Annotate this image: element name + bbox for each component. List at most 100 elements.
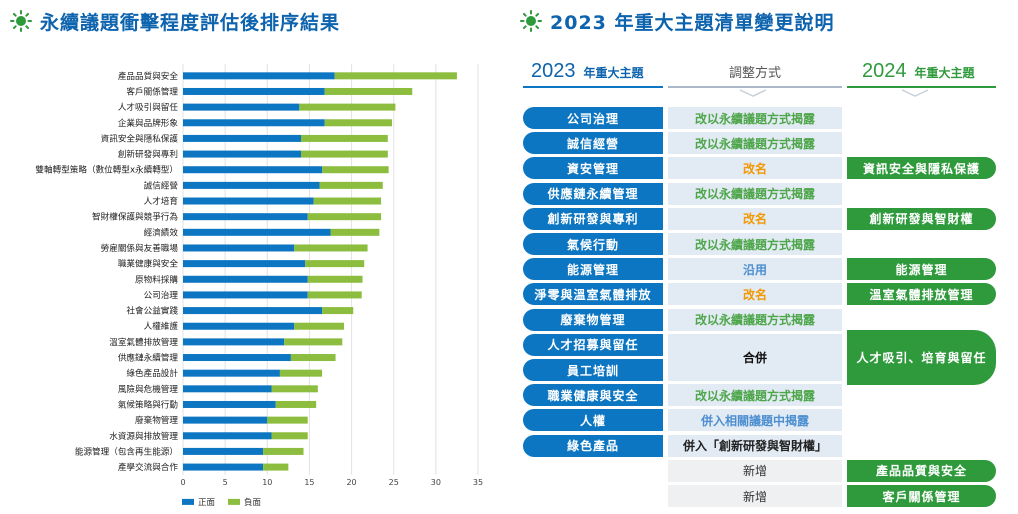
bar-negative: [290, 354, 336, 362]
bar-negative: [267, 416, 308, 424]
bar-positive: [183, 119, 325, 127]
category-label: 社會公益實踐: [126, 305, 178, 317]
x-tick-label: 0: [180, 478, 185, 487]
bar-negative: [271, 385, 318, 393]
topic-2023: 能源管理: [523, 258, 663, 281]
topic-2023: 創新研發與專利: [523, 207, 663, 230]
category-label: 創新研發與專利: [118, 148, 178, 160]
category-label: 廢棄物管理: [135, 414, 178, 426]
stacked-bar-chart: 0 5 10 15 20 25 30 35 產品品質與安全客戶關係管理人才吸引與留任企業與品牌形…: [35, 64, 483, 508]
category-label: 綠色產品設計: [126, 367, 178, 379]
bar-positive: [183, 354, 291, 362]
x-tick-label: 5: [223, 478, 228, 487]
bar-negative: [301, 150, 388, 158]
bar-negative: [307, 275, 363, 283]
header-2024-year: 2024: [862, 60, 907, 82]
category-label: 產品品質與安全: [118, 70, 179, 82]
x-tick-label: 30: [431, 478, 441, 487]
x-tick-label: 35: [473, 478, 483, 487]
bar-positive: [183, 134, 301, 142]
topic-2023: 廢棄物管理: [523, 308, 663, 331]
category-label: 產學交流與合作: [118, 461, 179, 473]
bar-positive: [183, 260, 306, 268]
category-label: 人權維護: [144, 320, 179, 332]
bar-negative: [263, 463, 289, 471]
topic-2023: 人才招募與留任: [523, 333, 663, 356]
bar-positive: [183, 244, 295, 252]
bar-negative: [263, 447, 304, 455]
bar-positive: [183, 385, 272, 393]
category-label: 勞雇關係與友善職場: [101, 242, 179, 254]
category-label: 人才培育: [144, 195, 179, 207]
legend-label-positive: 正面: [198, 498, 216, 508]
topic-2024: 溫室氣體排放管理: [847, 283, 996, 306]
change-method: 改名: [668, 283, 842, 306]
header-2023-sub: 年重大主題: [583, 66, 644, 80]
topic-2024: 創新研發與智財權: [847, 207, 996, 230]
change-method: 新增: [668, 459, 842, 482]
bar-positive: [183, 400, 276, 408]
bar-negative: [299, 103, 396, 111]
change-method: 改名: [668, 157, 842, 180]
category-label: 人才吸引與留任: [118, 101, 179, 113]
chart-title: 永續議題衝擊程度評估後排序結果: [40, 11, 341, 34]
topic-2024: 能源管理: [847, 258, 996, 281]
category-label: 風險與危機管理: [118, 383, 179, 395]
change-method: 沿用: [668, 258, 842, 281]
bar-positive: [183, 213, 308, 221]
category-label: 溫室氣體排放管理: [109, 336, 178, 348]
bar-negative: [334, 72, 457, 80]
bar-positive: [183, 166, 323, 174]
topic-2023: 員工培訓: [523, 359, 663, 381]
category-label: 供應鏈永續管理: [118, 352, 179, 364]
bar-positive: [183, 197, 314, 205]
bar-positive: [183, 369, 280, 377]
chevron-down-icon: [739, 89, 767, 97]
x-tick-label: 25: [389, 478, 399, 487]
bar-negative: [294, 244, 368, 252]
header-divider-right: [847, 86, 996, 88]
change-method-merged: 合併: [668, 333, 842, 381]
bar-negative: [330, 228, 380, 236]
topic-2023: 淨零與溫室氣體排放: [523, 283, 663, 306]
bar-positive: [183, 416, 268, 424]
bar-positive: [183, 275, 308, 283]
bar-negative: [275, 400, 317, 408]
header-divider-left: [523, 86, 663, 88]
bar-negative: [279, 369, 323, 377]
bar-negative: [284, 338, 343, 346]
topic-2023: 供應鏈永續管理: [523, 182, 663, 205]
bar-positive: [183, 432, 272, 440]
x-tick-label: 10: [262, 478, 272, 487]
category-label: 原物料採購: [135, 273, 178, 285]
change-method: 改以永續議題方式揭露: [668, 182, 842, 205]
x-tick-label: 20: [346, 478, 356, 487]
change-method: 新增: [668, 485, 842, 507]
bar-positive: [183, 463, 264, 471]
bar-negative: [307, 213, 382, 221]
header-2024-sub: 年重大主題: [914, 66, 975, 80]
category-label: 能源管理（包含再生能源）: [75, 445, 178, 457]
header-method: 調整方式: [728, 66, 781, 81]
bar-negative: [319, 181, 383, 189]
topic-2024-merged: 人才吸引、培育與留任: [847, 329, 996, 385]
bar-positive: [183, 338, 285, 346]
change-method: 改以永續議題方式揭露: [668, 308, 842, 331]
sun-icon: [10, 10, 32, 32]
legend-label-negative: 負面: [244, 497, 262, 508]
bar-positive: [183, 181, 320, 189]
category-label: 企業與品牌形象: [118, 117, 179, 129]
change-method: 改以永續議題方式揭露: [668, 132, 842, 155]
topic-2023: 誠信經營: [523, 132, 663, 155]
bar-positive: [183, 87, 325, 95]
x-tick-label: 15: [304, 478, 314, 487]
change-method: 改以永續議題方式揭露: [668, 107, 842, 129]
category-label: 誠信經營: [144, 179, 178, 191]
bar-negative: [294, 322, 344, 330]
topic-2024: 客戶關係管理: [847, 485, 996, 507]
bar-positive: [183, 103, 300, 111]
left-section-title: 永續議題衝擊程度評估後排序結果: [10, 8, 340, 34]
change-method: 改以永續議題方式揭露: [668, 233, 842, 255]
header-divider-mid: [668, 86, 842, 88]
topic-2023: 公司治理: [523, 107, 663, 129]
